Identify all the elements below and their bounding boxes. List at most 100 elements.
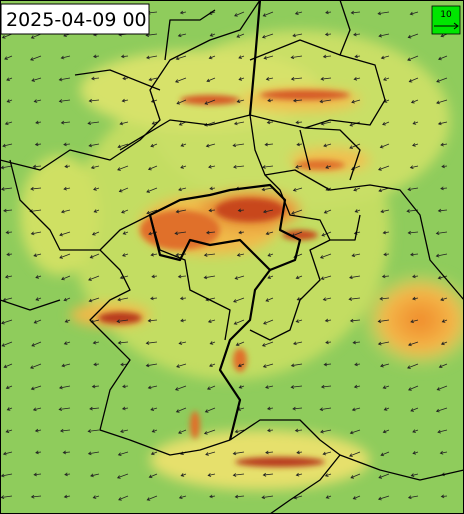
wind-arrow <box>440 186 448 191</box>
wind-arrow <box>64 319 71 323</box>
wind-arrow <box>35 450 42 455</box>
wind-arrow <box>175 209 187 214</box>
wind-arrow <box>437 208 448 213</box>
wind-arrow <box>407 230 419 235</box>
wind-arrow <box>3 208 13 213</box>
wind-arrow <box>267 253 274 257</box>
wind-arrow <box>32 407 42 412</box>
wind-arrow <box>266 120 274 125</box>
wind-arrow <box>296 450 303 455</box>
wind-arrow <box>64 472 71 477</box>
wind-arrow <box>63 297 71 302</box>
wind-arrow <box>353 187 361 192</box>
wind-arrow <box>6 77 13 81</box>
wind-arrow <box>30 55 42 61</box>
wind-arrow <box>119 275 129 280</box>
wind-arrow <box>2 451 13 456</box>
wind-arrow <box>408 341 419 347</box>
wind-arrow <box>233 297 245 303</box>
wind-arrow <box>35 275 42 279</box>
wind-arrow <box>31 341 42 347</box>
wind-arrow <box>150 252 158 257</box>
wind-arrow <box>34 142 42 147</box>
wind-arrow <box>151 429 158 433</box>
wind-arrow <box>174 231 187 236</box>
wind-arrow <box>87 429 100 433</box>
wind-arrow <box>264 142 274 147</box>
wind-arrow <box>295 319 303 323</box>
wind-arrow <box>408 385 419 391</box>
wind-arrow <box>60 55 71 60</box>
wind-arrow <box>439 450 448 455</box>
wind-arrow <box>349 451 361 457</box>
wind-arrow <box>209 494 216 499</box>
wind-arrow <box>324 318 332 323</box>
wind-arrow <box>60 428 71 433</box>
wind-arrow <box>64 164 71 169</box>
wind-arrow <box>233 164 245 169</box>
wind-arrow <box>119 121 129 126</box>
wind-arrow <box>0 187 13 191</box>
wind-arrow <box>265 450 274 455</box>
legend-arrow <box>434 22 459 30</box>
wind-arrow <box>349 275 361 280</box>
wind-arrow <box>383 407 390 411</box>
wind-arrow <box>323 209 332 214</box>
wind-arrow <box>148 231 158 236</box>
wind-arrow <box>236 253 245 257</box>
wind-arrow <box>179 296 187 301</box>
wind-arrow <box>1 33 13 39</box>
wind-arrow <box>62 450 71 455</box>
wind-arrow <box>88 297 100 303</box>
wind-arrow <box>120 429 129 433</box>
wind-arrow <box>295 120 303 125</box>
wind-arrow <box>440 142 448 147</box>
wind-arrow <box>150 451 158 456</box>
wind-arrow <box>324 32 332 37</box>
wind-arrow <box>262 472 274 477</box>
wind-arrow <box>121 98 129 103</box>
wind-arrow <box>180 473 187 477</box>
wind-arrow <box>6 99 13 103</box>
wind-arrow <box>234 494 245 499</box>
wind-arrow <box>4 274 13 279</box>
wind-arrow <box>412 451 419 455</box>
wind-arrow <box>177 33 187 38</box>
wind-arrow <box>437 429 448 434</box>
wind-arrow <box>383 77 390 81</box>
wind-arrow <box>178 429 187 434</box>
wind-arrow <box>290 363 303 368</box>
wind-arrow <box>60 120 71 125</box>
wind-arrow <box>91 384 100 389</box>
wind-arrow <box>117 297 129 302</box>
wind-arrow <box>412 296 419 301</box>
wind-arrow <box>233 319 245 325</box>
wind-arrow <box>436 99 448 105</box>
wind-arrow <box>378 33 390 38</box>
wind-arrow <box>118 495 129 501</box>
wind-arrow <box>292 341 303 346</box>
wind-arrow <box>349 318 361 323</box>
wind-arrow <box>151 274 158 279</box>
wind-arrow <box>294 428 303 433</box>
wind-arrow <box>146 495 158 501</box>
wind-arrow <box>325 340 332 345</box>
wind-arrow <box>121 209 129 214</box>
wind-arrow <box>88 143 100 148</box>
wind-arrow <box>349 143 361 149</box>
wind-arrow <box>2 297 13 302</box>
wind-arrow <box>296 142 303 147</box>
wind-arrow <box>409 11 419 16</box>
wind-arrow <box>412 274 419 279</box>
wind-arrow <box>58 407 71 412</box>
wind-arrow <box>351 407 361 412</box>
wind-arrow <box>350 10 361 15</box>
legend: 10 <box>431 5 461 35</box>
wind-arrow <box>176 99 187 105</box>
wind-arrow <box>207 473 216 477</box>
wind-arrow <box>354 209 361 213</box>
wind-arrow <box>353 384 361 389</box>
wind-arrow <box>30 231 42 236</box>
wind-arrow <box>209 33 216 37</box>
wind-arrow <box>233 121 245 126</box>
